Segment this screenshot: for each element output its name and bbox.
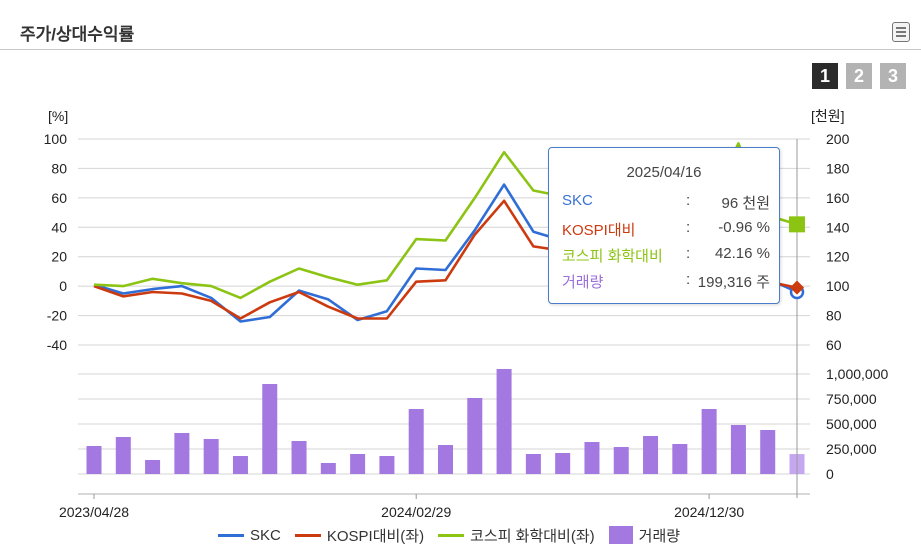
volume-bar <box>115 437 131 474</box>
left-tick-label: 40 <box>51 219 67 235</box>
right-tick-label: 120 <box>826 249 850 265</box>
right-tick-label: 140 <box>826 219 850 235</box>
volume-bar <box>232 456 248 474</box>
legend-line-icon <box>438 533 465 537</box>
volume-bar <box>613 447 629 474</box>
volume-bar <box>584 442 600 474</box>
legend-line-icon <box>218 533 244 537</box>
x-tick-label: 2023/04/28 <box>59 504 129 520</box>
left-tick-label: 60 <box>51 190 67 206</box>
legend-item-skc[interactable]: SKC <box>218 527 281 544</box>
volume-bar <box>467 398 483 474</box>
tooltip-row-volume: 거래량 : 199,316 주 <box>562 271 770 291</box>
volume-tick-label: 250,000 <box>826 441 877 457</box>
volume-tick-label: 750,000 <box>826 391 877 407</box>
volume-bar <box>525 454 541 474</box>
list-menu-icon[interactable] <box>892 22 910 42</box>
tooltip-label: SKC <box>562 192 593 209</box>
volume-tick-label: 500,000 <box>826 416 877 432</box>
right-tick-label: 200 <box>826 131 850 147</box>
legend-label: 코스피 화학대비(좌) <box>470 527 595 545</box>
data-tooltip: 2025/04/16 SKC : 96 천원 KOSPI대비 : -0.96 %… <box>548 147 780 304</box>
right-tick-label: 160 <box>826 190 850 206</box>
left-tick-label: 80 <box>51 160 67 176</box>
tooltip-row-skc: SKC : 96 천원 <box>562 192 770 212</box>
tooltip-label: 코스피 화학대비 <box>562 248 663 265</box>
legend-label: KOSPI대비(좌) <box>326 527 425 545</box>
volume-bar <box>320 463 336 474</box>
legend-item-kospi[interactable]: KOSPI대비(좌) <box>294 525 425 546</box>
page-title: 주가/상대수익률 <box>20 25 135 44</box>
volume-bar <box>262 384 278 474</box>
tooltip-row-kospi: KOSPI대비 : -0.96 % <box>562 219 770 239</box>
left-tick-label: 20 <box>51 249 67 265</box>
tooltip-row-chem: 코스피 화학대비 : 42.16 % <box>562 245 770 265</box>
page-button-2[interactable]: 2 <box>846 63 872 89</box>
page-button-3[interactable]: 3 <box>880 63 906 89</box>
tooltip-value: 42.16 % <box>714 245 770 262</box>
legend-label: 거래량 <box>638 527 681 545</box>
chem-point-marker <box>789 216 805 233</box>
tooltip-date: 2025/04/16 <box>626 164 702 181</box>
tooltip-value: -0.96 % <box>718 219 770 236</box>
left-tick-label: -20 <box>47 308 67 324</box>
right-tick-label: 100 <box>826 278 850 294</box>
chart-legend: SKC KOSPI대비(좌) 코스피 화학대비(좌) 거래량 <box>218 523 694 547</box>
volume-bar <box>760 430 776 474</box>
volume-bar <box>379 456 395 474</box>
tooltip-label: 거래량 <box>562 274 604 291</box>
volume-bar <box>643 436 659 474</box>
legend-item-chem[interactable]: 코스피 화학대비(좌) <box>438 525 595 546</box>
x-tick-label: 2024/02/29 <box>381 504 451 520</box>
header-divider <box>0 49 921 50</box>
legend-item-volume[interactable]: 거래량 <box>608 525 681 546</box>
left-axis-unit: [%] <box>48 108 68 124</box>
right-tick-label: 60 <box>826 337 842 353</box>
volume-bar <box>145 460 161 474</box>
tooltip-value: 96 천원 <box>721 195 770 212</box>
header: 주가/상대수익률 <box>0 0 921 50</box>
volume-bar <box>701 409 717 474</box>
volume-bar <box>438 445 453 474</box>
volume-tick-label: 0 <box>826 466 834 482</box>
volume-bar <box>672 444 688 474</box>
volume-bar <box>291 441 307 474</box>
volume-bar <box>86 446 102 474</box>
legend-box-icon <box>608 526 633 544</box>
right-tick-label: 180 <box>826 160 850 176</box>
left-tick-label: -40 <box>47 337 67 353</box>
right-tick-label: 80 <box>826 308 842 324</box>
tooltip-label: KOSPI대비 <box>562 222 636 239</box>
volume-bar <box>174 433 190 474</box>
kospi-point-marker <box>789 280 805 295</box>
volume-bar <box>408 409 424 474</box>
volume-bar <box>203 439 219 474</box>
volume-bar <box>555 453 571 474</box>
page-selector: 1 2 3 <box>812 63 906 89</box>
left-tick-label: 0 <box>59 278 67 294</box>
legend-label: SKC <box>250 526 281 544</box>
x-tick-label: 2024/12/30 <box>674 504 744 520</box>
page-button-1[interactable]: 1 <box>812 63 838 89</box>
right-axis-unit: [천원] <box>811 108 845 124</box>
tooltip-value: 199,316 주 <box>697 274 770 291</box>
volume-tick-label: 1,000,000 <box>826 366 888 382</box>
volume-bar <box>496 369 512 474</box>
volume-bar <box>730 425 746 474</box>
legend-line-icon <box>294 533 321 537</box>
left-tick-label: 100 <box>44 131 68 147</box>
volume-bar <box>350 454 366 474</box>
